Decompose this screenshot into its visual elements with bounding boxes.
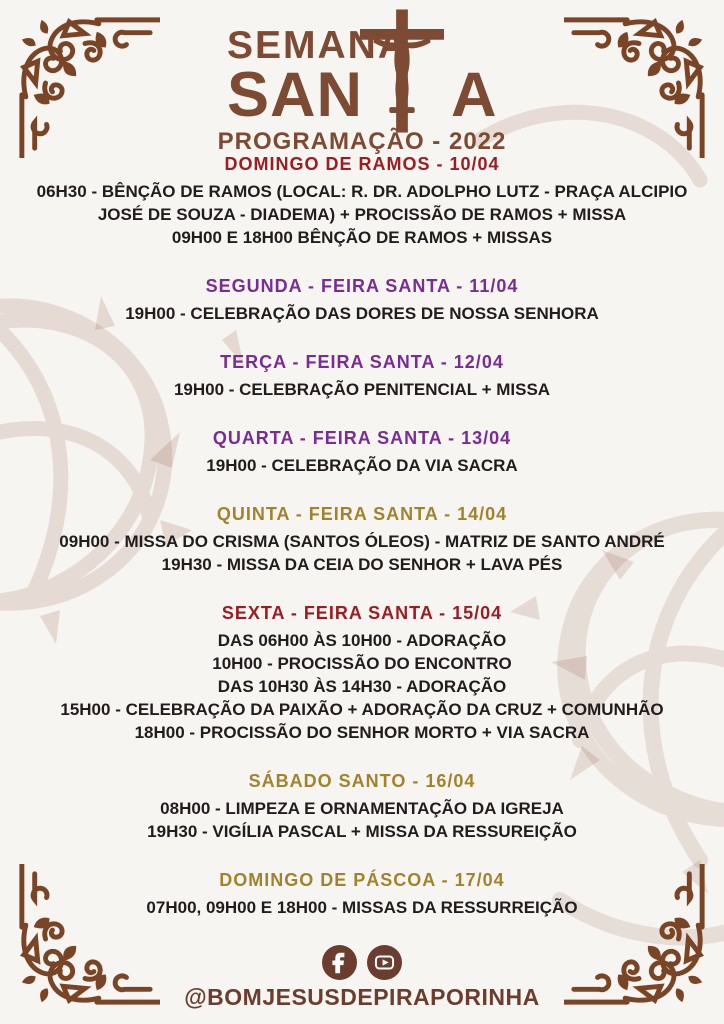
section-sexta-feira-santa: SEXTA - FEIRA SANTA - 15/04 DAS 06H00 ÀS… [26, 602, 698, 744]
section-lines: 07H00, 09H00 E 18H00 - MISSAS DA RESSURR… [146, 898, 578, 917]
schedule: DOMINGO DE RAMOS - 10/04 06H30 - BÊNÇÃO … [0, 153, 724, 919]
section-heading: QUINTA - FEIRA SANTA - 14/04 [216, 504, 508, 524]
youtube-icon [367, 945, 402, 980]
poster-title: SEMANA SAN A PROGRAMAÇÃO - 2022 [197, 9, 527, 155]
footer: @BOMJESUSDEPIRAPORINHA [0, 945, 724, 1011]
section-heading: TERÇA - FEIRA SANTA - 12/04 [220, 352, 504, 372]
corner-flourish-top-left-icon [12, 10, 160, 158]
section-heading: SEGUNDA - FEIRA SANTA - 11/04 [205, 276, 519, 296]
corner-flourish-bottom-left-icon [12, 864, 160, 1012]
section-lines: 19H00 - CELEBRAÇÃO DAS DORES DE NOSSA SE… [125, 304, 599, 323]
section-lines: 19H00 - CELEBRAÇÃO PENITENCIAL + MISSA [173, 380, 551, 399]
poster-subtitle: PROGRAMAÇÃO - 2022 [217, 128, 507, 155]
section-segunda-feira-santa: SEGUNDA - FEIRA SANTA - 11/04 19H00 - CE… [26, 275, 698, 325]
facebook-icon [322, 945, 357, 980]
crucifix-icon [360, 9, 444, 133]
corner-flourish-bottom-right-icon [564, 864, 712, 1012]
title-santa-left: SAN [227, 60, 364, 130]
section-domingo-de-pascoa: DOMINGO DE PÁSCOA - 17/04 07H00, 09H00 E… [26, 869, 698, 919]
section-heading: QUARTA - FEIRA SANTA - 13/04 [212, 428, 512, 448]
section-terca-feira-santa: TERÇA - FEIRA SANTA - 12/04 19H00 - CELE… [26, 351, 698, 401]
corner-flourish-top-right-icon [564, 10, 712, 158]
section-heading: SEXTA - FEIRA SANTA - 15/04 [221, 603, 503, 623]
section-heading: DOMINGO DE PÁSCOA - 17/04 [219, 870, 505, 890]
section-lines: DAS 06H00 ÀS 10H00 - ADORAÇÃO 10H00 - PR… [60, 631, 664, 742]
section-heading: SÁBADO SANTO - 16/04 [248, 771, 476, 791]
section-domingo-de-ramos: DOMINGO DE RAMOS - 10/04 06H30 - BÊNÇÃO … [26, 153, 698, 249]
social-handle: @BOMJESUSDEPIRAPORINHA [184, 984, 540, 1010]
section-lines: 19H00 - CELEBRAÇÃO DA VIA SACRA [206, 456, 518, 475]
title-santa-right: A [451, 60, 497, 130]
section-quinta-feira-santa: QUINTA - FEIRA SANTA - 14/04 09H00 - MIS… [26, 503, 698, 576]
section-lines: 08H00 - LIMPEZA E ORNAMENTAÇÃO DA IGREJA… [147, 799, 577, 841]
social-icons [0, 945, 724, 980]
section-sabado-santo: SÁBADO SANTO - 16/04 08H00 - LIMPEZA E O… [26, 770, 698, 843]
section-lines: 06H30 - BÊNÇÃO DE RAMOS (LOCAL: R. DR. A… [36, 182, 688, 247]
section-quarta-feira-santa: QUARTA - FEIRA SANTA - 13/04 19H00 - CEL… [26, 427, 698, 477]
section-lines: 09H00 - MISSA DO CRISMA (SANTOS ÓLEOS) -… [59, 532, 665, 574]
section-heading: DOMINGO DE RAMOS - 10/04 [224, 154, 500, 174]
